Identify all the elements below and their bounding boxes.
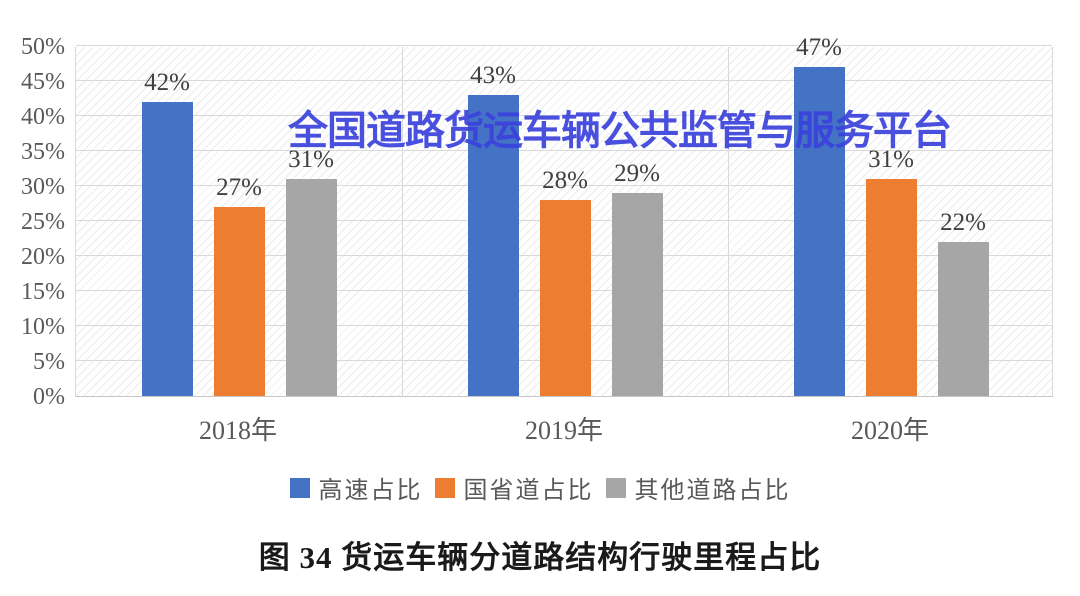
legend-item: 高速占比 xyxy=(289,470,423,505)
y-tick-label: 5% xyxy=(33,349,65,375)
gridline xyxy=(76,115,1052,116)
y-tick-label: 15% xyxy=(21,279,65,305)
bar-value-label: 22% xyxy=(940,209,986,236)
y-tick-label: 45% xyxy=(21,69,65,95)
bar: 31% xyxy=(865,146,917,396)
y-tick-label: 50% xyxy=(21,34,65,60)
y-tick-label: 10% xyxy=(21,314,65,340)
watermark-text: 全国道路货运车辆公共监管与服务平台 xyxy=(288,109,952,153)
legend-swatch xyxy=(605,477,626,498)
gridline xyxy=(76,185,1052,186)
y-tick-label: 30% xyxy=(21,174,65,200)
bar: 28% xyxy=(539,167,591,396)
bar-value-label: 47% xyxy=(796,34,842,61)
bar-value-label: 29% xyxy=(614,160,660,187)
y-tick-label: 35% xyxy=(21,139,65,165)
gridline xyxy=(76,150,1052,151)
bar-group: 47% 31% 22% xyxy=(728,34,1054,396)
bar: 47% xyxy=(793,34,845,396)
gridline xyxy=(728,47,729,396)
legend-item: 其他道路占比 xyxy=(605,470,791,505)
legend-swatch xyxy=(434,477,455,498)
y-tick-label: 40% xyxy=(21,104,65,130)
bar-value-label: 31% xyxy=(868,146,914,173)
bar-value-label: 43% xyxy=(470,62,516,89)
x-axis: 2018年 2019年 2020年 xyxy=(75,410,1053,447)
bar-value-label: 31% xyxy=(288,146,334,173)
legend-label: 其他道路占比 xyxy=(634,478,791,504)
bar: 29% xyxy=(611,160,663,396)
bar-group: 42% 27% 31% xyxy=(76,47,402,396)
bar: 42% xyxy=(141,69,193,396)
legend: 高速占比 国省道占比 其他道路占比 xyxy=(0,470,1080,505)
bar-value-label: 27% xyxy=(216,174,262,201)
gridline xyxy=(402,47,403,396)
bar-value-label: 28% xyxy=(542,167,588,194)
legend-item: 国省道占比 xyxy=(434,470,594,505)
legend-label: 高速占比 xyxy=(318,478,423,504)
bar-group: 43% 28% 29% xyxy=(402,47,728,396)
plot-area: 42% 27% 31% 43% 28% 29% 47% 31% 22% xyxy=(75,34,1054,397)
y-axis: 0% 5% 10% 15% 20% 25% 30% 35% 40% 45% 50% xyxy=(0,34,65,410)
x-tick-label: 2020年 xyxy=(850,416,929,445)
bar: 43% xyxy=(467,62,519,396)
x-tick-label: 2018年 xyxy=(198,416,277,445)
legend-label: 国省道占比 xyxy=(463,478,594,504)
legend-swatch xyxy=(289,477,310,498)
figure-caption: 图 34 货运车辆分道路结构行驶里程占比 xyxy=(258,540,822,575)
bar: 31% xyxy=(285,146,337,396)
y-tick-label: 0% xyxy=(33,384,65,410)
gridline xyxy=(76,80,1052,81)
y-tick-label: 20% xyxy=(21,244,65,270)
gridline xyxy=(76,45,1052,46)
bar: 27% xyxy=(213,174,265,396)
y-tick-label: 25% xyxy=(21,209,65,235)
x-tick-label: 2019年 xyxy=(524,416,603,445)
bar: 22% xyxy=(937,209,989,396)
bar-value-label: 42% xyxy=(144,69,190,96)
